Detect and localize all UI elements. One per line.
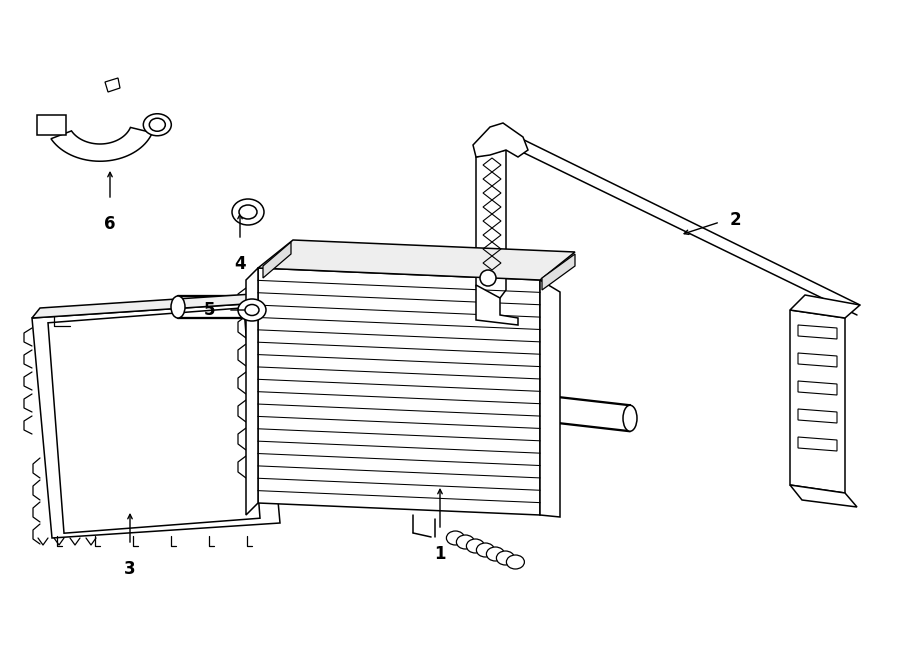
Polygon shape	[790, 485, 857, 507]
Polygon shape	[790, 295, 860, 318]
Ellipse shape	[497, 551, 515, 565]
Polygon shape	[540, 280, 560, 517]
Text: 1: 1	[434, 545, 446, 563]
Circle shape	[480, 270, 496, 286]
Polygon shape	[476, 285, 518, 325]
Polygon shape	[790, 310, 845, 493]
Text: 2: 2	[730, 211, 742, 229]
Ellipse shape	[466, 539, 484, 553]
Polygon shape	[258, 240, 575, 280]
Ellipse shape	[476, 543, 494, 557]
Text: 4: 4	[234, 255, 246, 273]
Polygon shape	[32, 293, 268, 318]
Ellipse shape	[446, 531, 464, 545]
Ellipse shape	[623, 405, 637, 431]
Ellipse shape	[486, 547, 504, 561]
Text: 5: 5	[203, 301, 215, 319]
Polygon shape	[51, 128, 152, 161]
Ellipse shape	[245, 305, 259, 315]
Ellipse shape	[143, 114, 171, 136]
Ellipse shape	[239, 205, 257, 219]
Polygon shape	[473, 123, 528, 157]
Polygon shape	[246, 268, 258, 515]
Polygon shape	[542, 254, 575, 290]
Polygon shape	[258, 268, 540, 515]
Polygon shape	[476, 150, 506, 298]
Ellipse shape	[149, 118, 166, 132]
Ellipse shape	[238, 299, 266, 321]
Polygon shape	[105, 78, 120, 92]
Polygon shape	[32, 303, 280, 538]
Text: 6: 6	[104, 215, 116, 233]
Ellipse shape	[507, 555, 525, 569]
Polygon shape	[263, 242, 291, 278]
Ellipse shape	[171, 296, 185, 318]
Polygon shape	[37, 115, 66, 135]
Ellipse shape	[456, 535, 474, 549]
Ellipse shape	[232, 199, 264, 225]
Text: 3: 3	[124, 560, 136, 578]
